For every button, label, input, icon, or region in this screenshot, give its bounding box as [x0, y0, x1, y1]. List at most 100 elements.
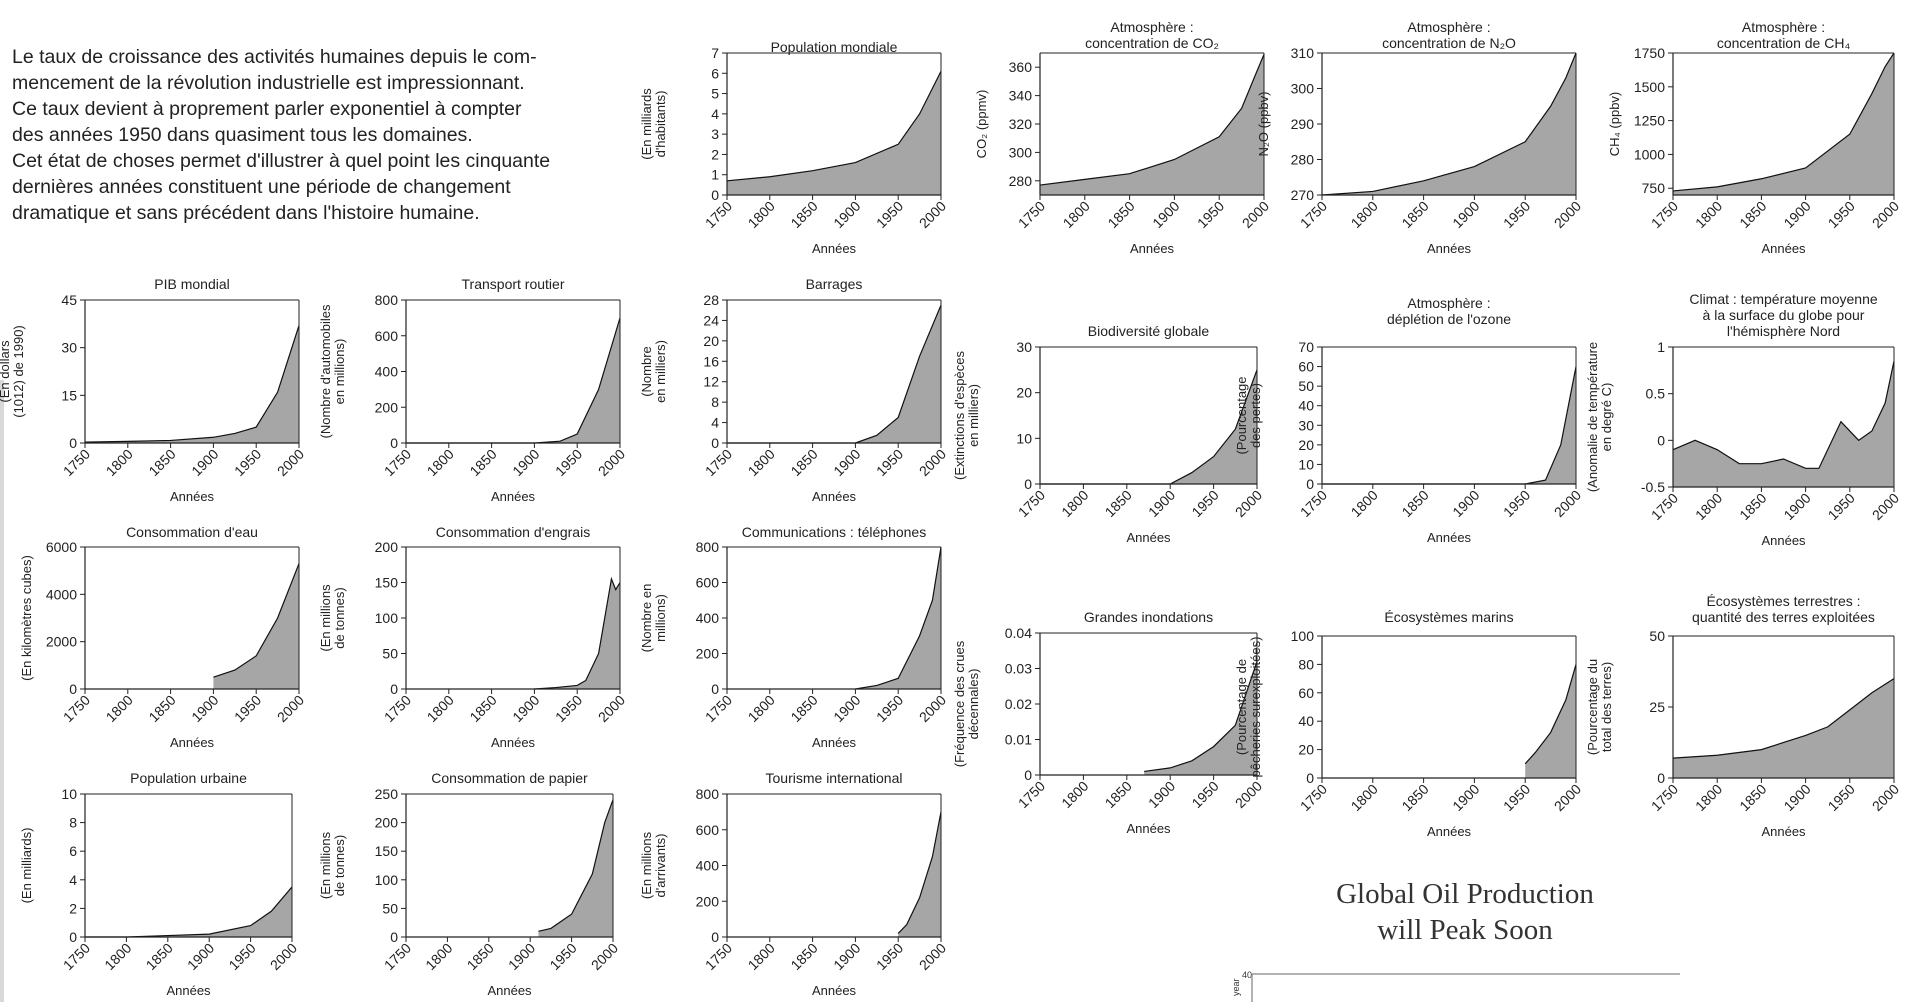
y-tick-label: 0	[69, 435, 77, 451]
chart: Communications : téléphones 0 200 400 600 800…	[639, 524, 949, 750]
x-tick-label: 1800	[1058, 487, 1091, 520]
y-tick-label: 0	[711, 929, 719, 945]
y-tick-label: 4	[711, 106, 719, 122]
x-tick-label: 1950	[873, 446, 906, 479]
x-tick-label: 1900	[830, 940, 863, 973]
area-fill	[1525, 664, 1576, 778]
chart: Consommation d'eau 0 2000 4000 6000 1750 1800 1…	[19, 524, 307, 750]
y-tick-label: 340	[1009, 88, 1033, 104]
y-tick-label: 250	[375, 786, 399, 802]
chart-title: Atmosphère :	[1407, 295, 1490, 311]
series-line	[855, 546, 942, 690]
chart: Atmosphère :concentration de CH₄ 750 1000 1…	[1607, 19, 1902, 256]
x-tick-label: 2000	[588, 940, 621, 973]
chart: Tourisme international 0 200 400 600 800 1750 1…	[639, 770, 949, 998]
y-axis-label: CH₄ (ppbv)	[1607, 92, 1622, 157]
y-axis-label: en millions)	[332, 339, 347, 405]
x-tick-label: 1800	[1692, 490, 1725, 523]
intro-line: Cet état de choses permet d'illustrer à …	[12, 150, 551, 172]
y-tick-label: 0	[711, 435, 719, 451]
x-tick-label: 1950	[546, 940, 579, 973]
x-axis-label: Années	[1427, 241, 1472, 256]
x-tick-label: 1800	[422, 940, 455, 973]
area-fill	[1144, 661, 1257, 775]
y-tick-label: 45	[61, 292, 77, 308]
x-axis-label: Années	[487, 983, 532, 998]
x-tick-label: 1800	[745, 940, 778, 973]
x-tick-label: 1850	[466, 692, 499, 725]
y-axis-label: en milliers)	[966, 384, 981, 447]
area-fill	[85, 325, 299, 443]
x-axis-label: Années	[812, 489, 857, 504]
chart-title: Atmosphère :	[1742, 19, 1825, 35]
area-fill	[1673, 53, 1894, 195]
y-axis-label: des pertes)	[1248, 383, 1263, 448]
area-fill	[1322, 53, 1576, 195]
y-tick-label: 0.01	[1005, 732, 1032, 748]
series-line	[1672, 360, 1895, 469]
y-tick-label: 200	[696, 646, 720, 662]
area-fill	[406, 317, 620, 443]
chart-title: PIB mondial	[154, 276, 229, 292]
x-tick-label: 1950	[1825, 490, 1858, 523]
x-tick-label: 1750	[1015, 487, 1048, 520]
x-tick-label: 1950	[231, 692, 264, 725]
x-tick-label: 1950	[1188, 778, 1221, 811]
y-tick-label: 0	[1306, 476, 1314, 492]
y-tick-label: 0.04	[1005, 625, 1032, 641]
y-axis-label: (Nombre	[639, 346, 654, 397]
x-tick-label: 1850	[466, 446, 499, 479]
y-tick-label: 40	[1298, 398, 1314, 414]
y-axis-label: pêcheries surexploitées)	[1248, 637, 1263, 778]
chart-title: Barrages	[806, 276, 863, 292]
series-line	[84, 325, 300, 443]
y-tick-label: 25	[1649, 699, 1665, 715]
y-tick-label: 5	[711, 86, 719, 102]
y-axis-label: d'habitants)	[653, 91, 668, 158]
series-line	[1672, 52, 1895, 192]
x-tick-label: 2000	[267, 940, 300, 973]
chart-title: Communications : téléphones	[742, 524, 926, 540]
x-tick-label: 2000	[595, 692, 628, 725]
y-tick-label: 1000	[1634, 146, 1665, 162]
x-tick-label: 1900	[1145, 487, 1178, 520]
series-line	[538, 799, 614, 932]
y-tick-label: 280	[1009, 173, 1033, 189]
y-tick-label: 750	[1642, 180, 1666, 196]
x-tick-label: 1900	[1149, 198, 1182, 231]
chart-title: Écosystèmes marins	[1384, 609, 1513, 625]
x-tick-label: 1900	[509, 446, 542, 479]
chart-title: Atmosphère :	[1110, 19, 1193, 35]
area-fill	[1322, 366, 1576, 484]
y-axis-label: N₂O (ppbv)	[1256, 91, 1271, 156]
oil-title: Global Oil Production will Peak Soon	[1255, 876, 1675, 948]
chart-title: Tourisme international	[766, 770, 903, 786]
intro-line: mencement de la révolution industrielle …	[12, 72, 525, 94]
x-tick-label: 2000	[916, 940, 949, 973]
chart-title: concentration de N₂O	[1382, 35, 1516, 51]
x-tick-label: 2000	[1551, 781, 1584, 814]
x-tick-label: 1950	[1188, 487, 1221, 520]
chart: Atmosphère :déplétion de l'ozone 0 10 20 30 4…	[1234, 295, 1584, 545]
chart-title: à la surface du globe pour	[1703, 307, 1865, 323]
y-tick-label: 50	[1298, 378, 1314, 394]
x-tick-label: 1950	[552, 692, 585, 725]
y-tick-label: 300	[1291, 81, 1315, 97]
y-tick-label: 7	[711, 45, 719, 61]
chart: Consommation de papier 0 50 100 150 200 250 175…	[318, 770, 621, 998]
y-axis-label: (Nombre d'automobiles	[318, 304, 333, 438]
y-tick-label: 4000	[46, 586, 77, 602]
oil-title-line: Global Oil Production	[1336, 878, 1594, 910]
y-tick-label: 30	[61, 340, 77, 356]
x-axis-label: Années	[1130, 241, 1175, 256]
y-tick-label: 70	[1298, 339, 1314, 355]
chart: Atmosphère :concentration de N₂O 270 280 29…	[1256, 19, 1584, 256]
area-fill	[727, 71, 941, 195]
y-axis-label: en milliers)	[653, 340, 668, 403]
chart: Écosystèmes marins 0 20 40 60 80 100 1750 1800 18…	[1234, 609, 1584, 839]
chart-title: Transport routier	[462, 276, 565, 292]
chart-title: quantité des terres exploitées	[1692, 609, 1875, 625]
y-tick-label: 2	[69, 900, 77, 916]
x-tick-label: 1750	[1297, 487, 1330, 520]
